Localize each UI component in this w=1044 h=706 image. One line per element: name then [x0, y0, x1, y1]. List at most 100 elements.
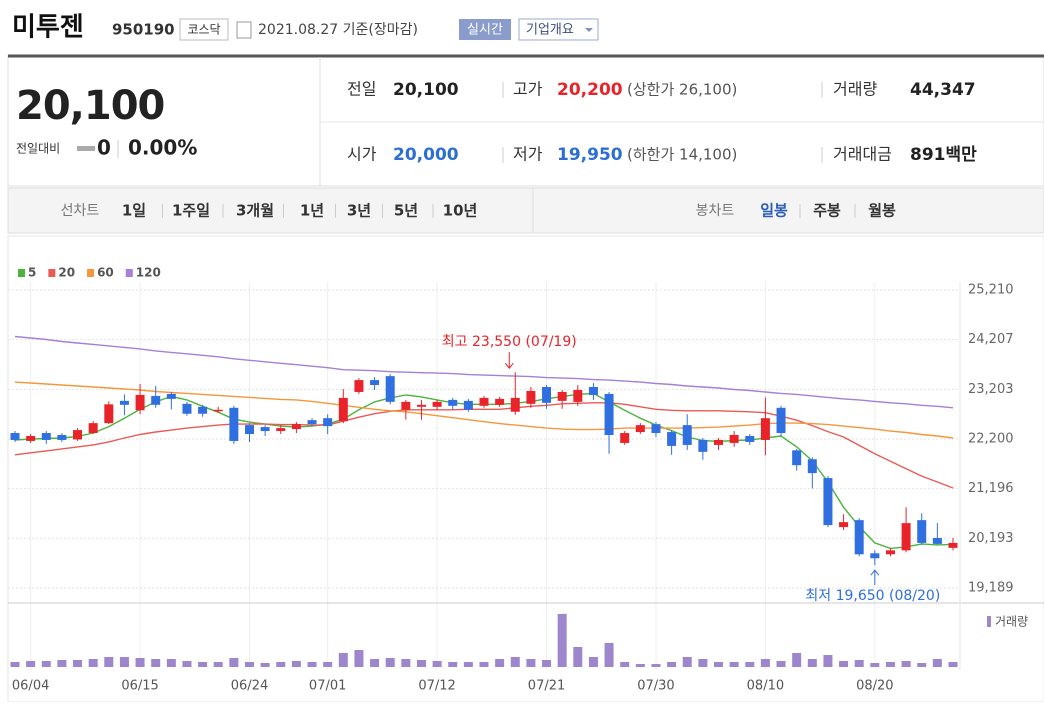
candle-body — [198, 406, 208, 414]
candle-body — [416, 404, 426, 407]
tab[interactable]: 5년 — [394, 202, 418, 220]
volume-bar — [526, 658, 536, 667]
legend-label: 60 — [97, 266, 114, 280]
volume-bar — [792, 652, 802, 667]
volume-bar — [495, 658, 505, 667]
dropdown-arrow — [585, 28, 593, 32]
tab[interactable]: 3개월 — [236, 202, 274, 220]
tab[interactable]: 주봉 — [813, 202, 841, 220]
candle-body — [119, 400, 129, 405]
candle-body — [151, 395, 161, 405]
legend-label: 5 — [28, 266, 36, 280]
volume-bar — [479, 661, 489, 667]
candle-body — [479, 397, 489, 406]
candle-body — [104, 404, 114, 424]
volume-bar — [416, 659, 426, 667]
volume-bar — [651, 663, 661, 667]
candle-body — [885, 550, 895, 555]
info-value: 891백만 — [910, 145, 977, 165]
info-label: 거래대금 — [833, 145, 892, 164]
y-tick-label: 24,207 — [968, 332, 1014, 347]
candle-body — [245, 425, 254, 435]
realtime-button[interactable] — [459, 19, 511, 40]
candle-body — [354, 380, 364, 392]
volume-bar — [573, 646, 583, 667]
volume-bar — [88, 658, 98, 667]
candle-body — [10, 433, 20, 440]
candle-body — [213, 409, 223, 412]
info-value: 19,950 — [557, 145, 623, 165]
high-arrow — [504, 352, 514, 369]
candle-body — [229, 407, 239, 441]
legend-swatch — [987, 616, 991, 627]
x-tick-label: 06/04 — [12, 679, 49, 694]
volume-bar — [104, 656, 114, 667]
volume-bar — [57, 659, 67, 667]
volume-bar — [885, 661, 895, 667]
volume-legend: 거래량 — [995, 615, 1028, 629]
volume-bar — [714, 661, 723, 667]
candle-body — [760, 418, 770, 440]
candle-body — [729, 435, 739, 443]
candle-body — [338, 397, 348, 422]
volume-bar — [338, 652, 348, 667]
tab[interactable]: 일봉 — [760, 202, 788, 220]
y-tick-label: 23,203 — [968, 382, 1014, 397]
candle-body — [542, 387, 552, 403]
tab[interactable]: 1주일 — [172, 202, 210, 220]
candle-body — [323, 418, 333, 427]
company-label[interactable]: 기업개요 — [526, 23, 574, 38]
candle-body — [135, 394, 145, 411]
volume-bar — [182, 660, 192, 667]
x-tick-label: 07/12 — [418, 679, 455, 694]
volume-bar — [760, 658, 770, 667]
volume-bar — [635, 663, 645, 667]
candle-body — [604, 393, 614, 436]
volume-bar — [823, 654, 833, 667]
candle-body — [385, 376, 395, 402]
high-annotation: 최고 23,550 (07/19) — [442, 334, 577, 350]
candle-body — [588, 387, 598, 395]
company-button[interactable] — [518, 18, 599, 41]
legend-swatch — [18, 269, 25, 277]
candle-body — [714, 439, 723, 445]
candle-body — [448, 399, 458, 406]
candle-body — [260, 427, 270, 432]
volume-bar — [135, 657, 145, 667]
candle-body — [745, 436, 755, 442]
calendar-icon — [236, 21, 252, 39]
candle-body — [573, 389, 583, 402]
volume-bar — [370, 658, 380, 667]
volume-bar — [604, 642, 614, 667]
current-price: 20,100 — [16, 83, 164, 129]
volume-bar — [307, 661, 317, 667]
volume-bar — [432, 660, 442, 667]
candle-body — [401, 401, 411, 410]
candle-body — [291, 424, 301, 430]
x-tick-label: 07/01 — [309, 679, 346, 694]
realtime-label[interactable]: 실시간 — [467, 23, 503, 38]
tab-group-label: 선차트 — [61, 203, 100, 219]
price-box — [7, 54, 1044, 187]
tab[interactable]: 1일 — [122, 202, 146, 220]
tab[interactable]: 1년 — [300, 202, 324, 220]
volume-bar — [807, 658, 817, 667]
tab[interactable]: 월봉 — [868, 202, 896, 220]
info-label: 전일 — [347, 80, 376, 99]
candle-body — [682, 425, 692, 445]
stock-name: 미투젠 — [12, 13, 84, 43]
candle-body — [182, 403, 192, 414]
volume-bar — [839, 660, 849, 667]
y-tick-label: 19,189 — [968, 581, 1014, 596]
tab[interactable]: 3년 — [347, 202, 371, 220]
candle-body — [948, 542, 958, 548]
candle-body — [432, 401, 442, 407]
info-value: 20,000 — [393, 145, 459, 165]
y-tick-label: 25,210 — [968, 283, 1014, 298]
market-badge — [179, 18, 229, 41]
volume-bar — [119, 656, 129, 667]
volume-bar — [917, 662, 927, 667]
tab[interactable]: 10년 — [443, 202, 478, 220]
volume-bar — [463, 661, 473, 667]
